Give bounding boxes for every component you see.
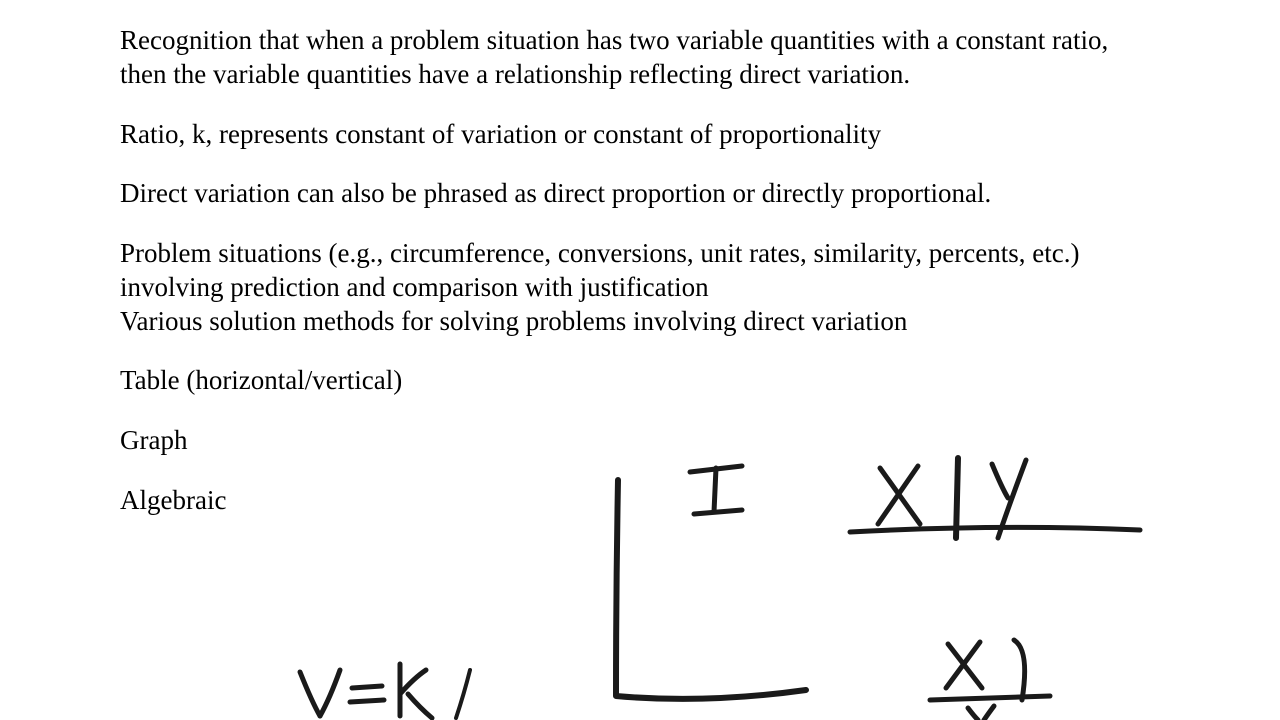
list-item-algebraic: Algebraic <box>120 484 1160 518</box>
paragraph-direct-variation: Direct variation can also be phrased as … <box>120 177 1160 211</box>
paragraph-ratio-k: Ratio, k, represents constant of variati… <box>120 118 1160 152</box>
handwriting-layer <box>0 0 1280 720</box>
paragraph-problem-situations: Problem situations (e.g., circumference,… <box>120 237 1160 338</box>
list-item-graph: Graph <box>120 424 1160 458</box>
handwriting-equation <box>300 664 470 718</box>
paragraph-recognition: Recognition that when a problem situatio… <box>120 24 1160 92</box>
document-page: Recognition that when a problem situatio… <box>0 0 1280 720</box>
list-item-table: Table (horizontal/vertical) <box>120 364 1160 398</box>
methods-list: Table (horizontal/vertical) Graph Algebr… <box>120 364 1160 517</box>
handwriting-xy-fraction <box>930 640 1050 720</box>
